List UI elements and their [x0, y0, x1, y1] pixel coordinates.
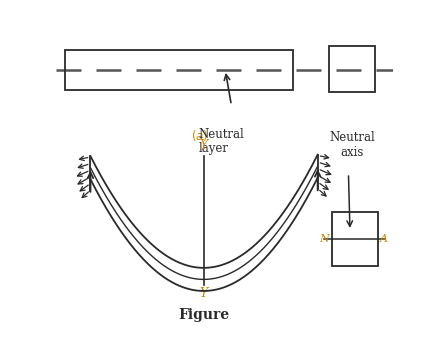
Text: Y: Y	[200, 287, 208, 300]
Text: Neutral: Neutral	[198, 128, 244, 142]
Bar	[65, 50, 293, 90]
Text: layer: layer	[198, 142, 228, 155]
Bar	[332, 212, 378, 265]
Text: $(a)$: $(a)$	[191, 128, 208, 144]
Text: Neutral
axis: Neutral axis	[329, 131, 375, 159]
Text: A: A	[380, 234, 388, 244]
Text: N: N	[319, 234, 329, 244]
Text: Figure: Figure	[178, 308, 229, 322]
Text: Y: Y	[200, 139, 208, 152]
Bar	[329, 46, 375, 92]
